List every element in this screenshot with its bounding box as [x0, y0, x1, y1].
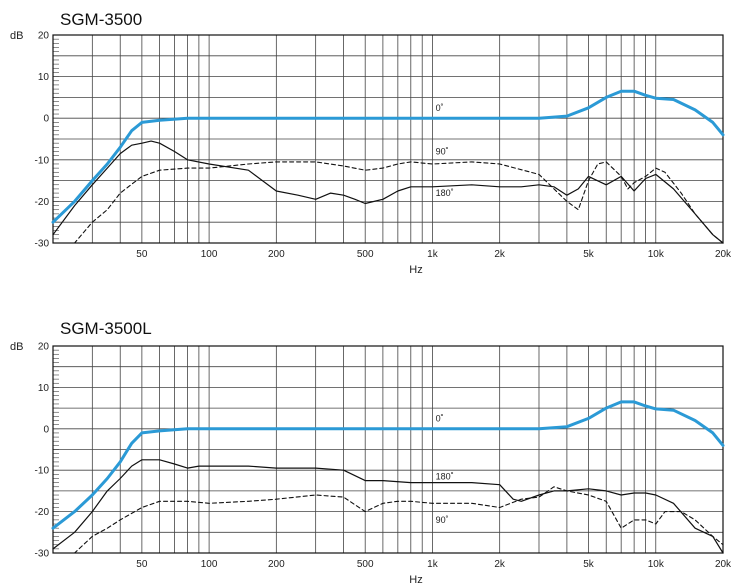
series-line: [52, 486, 724, 554]
series-label: 0˚: [436, 413, 444, 423]
x-tick-label: 500: [357, 249, 374, 260]
x-tick-label: 50: [136, 559, 148, 570]
series-line: [51, 400, 725, 530]
y-axis-label: dB: [10, 341, 23, 353]
y-tick-label: -20: [35, 507, 50, 518]
x-tick-label: 2k: [494, 559, 506, 570]
x-tick-label: 10k: [648, 249, 665, 260]
x-tick-label: 5k: [583, 559, 595, 570]
x-tick-label: 500: [357, 559, 374, 570]
x-tick-label: 5k: [583, 249, 595, 260]
x-tick-label: 1k: [427, 559, 439, 570]
series-label: 0˚: [436, 103, 444, 113]
grid: [53, 34, 723, 244]
y-tick-label: -20: [35, 197, 50, 208]
chart-title: SGM-3500: [60, 10, 143, 29]
y-tick-label: -10: [35, 155, 50, 166]
series-label: 90˚: [436, 146, 449, 156]
x-tick-label: 20k: [715, 249, 732, 260]
y-axis-label: dB: [10, 30, 23, 42]
y-tick-label: -10: [35, 466, 50, 477]
chart-title: SGM-3500L: [60, 319, 152, 338]
y-tick-label: 20: [38, 342, 50, 353]
series-label: 180˚: [436, 471, 454, 481]
chart-sgm-3500l: SGM-3500L 20 10 0 -10 -20 -30 dB 50 100 200 500 1k 2…: [0, 310, 744, 585]
x-tick-label: 50: [136, 249, 148, 260]
y-tick-label: -30: [35, 239, 50, 250]
x-tick-label: 1k: [427, 249, 439, 260]
x-axis-label: Hz: [409, 264, 422, 276]
x-tick-label: 200: [268, 249, 285, 260]
series-line: [52, 459, 724, 554]
x-axis-label: Hz: [409, 574, 422, 585]
series-label: 180˚: [436, 188, 454, 198]
y-tick-label: -30: [35, 549, 50, 560]
chart-sgm-3500: SGM-3500 20 10 0 -10 -20 -30 dB 50 100 200 500 1k 2k…: [0, 0, 744, 292]
series-label: 90˚: [436, 515, 449, 525]
x-tick-label: 100: [201, 249, 218, 260]
series-line: [52, 140, 724, 244]
y-tick-label: 0: [43, 424, 49, 435]
grid: [53, 345, 723, 554]
plot-frame: [52, 345, 724, 554]
x-tick-label: 2k: [494, 249, 506, 260]
series-line: [52, 161, 724, 244]
x-tick-label: 10k: [648, 559, 665, 570]
x-tick-label: 100: [201, 559, 218, 570]
series-line: [51, 89, 725, 224]
x-tick-label: 20k: [715, 559, 732, 570]
y-tick-label: 10: [38, 72, 50, 83]
plot-frame: [52, 34, 724, 244]
y-tick-label: 0: [43, 114, 49, 125]
x-tick-label: 200: [268, 559, 285, 570]
y-tick-label: 20: [38, 31, 50, 42]
y-tick-label: 10: [38, 383, 50, 394]
